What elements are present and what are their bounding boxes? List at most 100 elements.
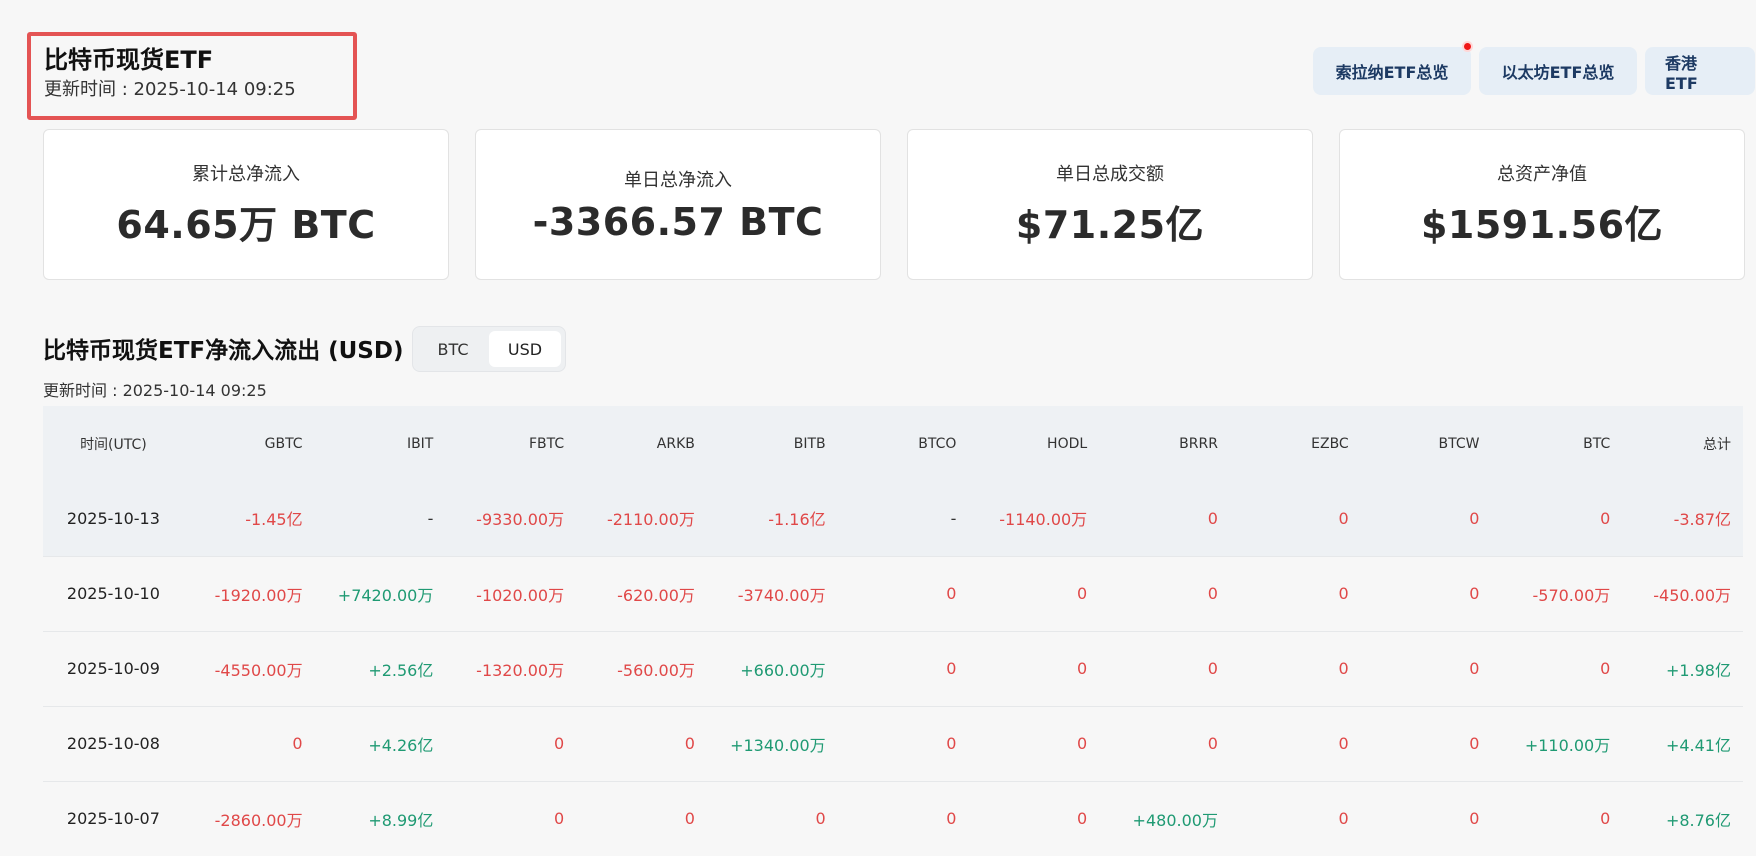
table-row: 2025-10-13 -1.45亿 - -9330.00万 -2110.00万 -1.16… bbox=[43, 481, 1743, 557]
flow-cell: 0 bbox=[1360, 556, 1492, 632]
date-cell: 2025-10-10 bbox=[43, 556, 184, 632]
hongkong-etf-button[interactable]: 香港 ETF bbox=[1645, 47, 1755, 95]
flow-cell: -1920.00万 bbox=[183, 556, 315, 632]
flow-cell: 0 bbox=[1360, 706, 1492, 782]
stat-value: $71.25亿 bbox=[1015, 203, 1205, 247]
stat-value: 64.65万 BTC bbox=[116, 203, 376, 247]
solana-etf-overview-button[interactable]: 索拉纳ETF总览 bbox=[1313, 41, 1473, 95]
flow-cell: 0 bbox=[1229, 556, 1361, 632]
table-row: 2025-10-09 -4550.00万 +2.56亿 -1320.00万 -560.0… bbox=[43, 631, 1743, 707]
stat-card-daily-inflow: 单日总净流入 -3366.57 BTC bbox=[475, 129, 881, 280]
nav-button-label: 索拉纳ETF总览 bbox=[1335, 63, 1449, 82]
date-cell: 2025-10-13 bbox=[43, 481, 184, 557]
date-cell: 2025-10-08 bbox=[43, 706, 184, 782]
highlight-box bbox=[27, 32, 357, 120]
notification-dot-icon bbox=[1462, 41, 1473, 52]
flow-cell: -1.16亿 bbox=[706, 481, 838, 557]
flow-cell: -570.00万 bbox=[1491, 556, 1623, 632]
flow-cell: -1140.00万 bbox=[968, 481, 1100, 557]
flow-cell: +4.41亿 bbox=[1622, 706, 1743, 782]
flow-cell: 0 bbox=[576, 706, 707, 782]
flow-cell: +4.26亿 bbox=[314, 706, 446, 782]
stat-label: 单日总成交额 bbox=[1056, 164, 1164, 185]
toggle-usd[interactable]: USD bbox=[489, 331, 561, 367]
flow-cell: -620.00万 bbox=[576, 556, 707, 632]
flow-cell: 0 bbox=[1491, 781, 1623, 856]
flow-cell: -1320.00万 bbox=[445, 631, 577, 707]
flow-cell: -9330.00万 bbox=[445, 481, 577, 557]
flow-cell: 0 bbox=[968, 706, 1100, 782]
stat-value: -3366.57 BTC bbox=[532, 199, 824, 244]
flow-cell: 0 bbox=[1099, 631, 1230, 707]
flow-cell: 0 bbox=[968, 631, 1100, 707]
flow-cell: 0 bbox=[1360, 781, 1492, 856]
flow-cell: 0 bbox=[1360, 481, 1492, 557]
flow-cell: -4550.00万 bbox=[183, 631, 315, 707]
page-title: 比特币现货ETF bbox=[44, 46, 214, 74]
flow-cell: 0 bbox=[1229, 631, 1361, 707]
flow-cell: -3.87亿 bbox=[1622, 481, 1743, 557]
date-cell: 2025-10-07 bbox=[43, 781, 184, 856]
flow-cell: 0 bbox=[706, 781, 838, 856]
flow-cell: 0 bbox=[1229, 481, 1361, 557]
flow-cell: 0 bbox=[183, 706, 315, 782]
toggle-btc[interactable]: BTC bbox=[437, 339, 469, 359]
flow-cell: 0 bbox=[445, 781, 577, 856]
nav-button-label: 以太坊ETF总览 bbox=[1501, 63, 1615, 82]
flow-cell: +1.98亿 bbox=[1622, 631, 1743, 707]
stat-label: 总资产净值 bbox=[1497, 164, 1587, 185]
flow-cell: -450.00万 bbox=[1622, 556, 1743, 632]
date-cell: 2025-10-09 bbox=[43, 631, 184, 707]
table-header-row: 时间(UTC) GBTC IBIT FBTC ARKB BITB BTCO HODL BRRR E… bbox=[43, 406, 1743, 481]
stat-card-net-assets: 总资产净值 $1591.56亿 bbox=[1339, 129, 1745, 280]
table-row: 2025-10-10 -1920.00万 +7420.00万 -1020.00万 -62… bbox=[43, 556, 1743, 632]
flow-cell: -3740.00万 bbox=[706, 556, 838, 632]
flow-cell: +110.00万 bbox=[1491, 706, 1623, 782]
column-header: ARKB bbox=[576, 406, 707, 481]
flow-cell: 0 bbox=[1229, 781, 1361, 856]
flow-cell: 0 bbox=[837, 706, 969, 782]
flow-cell: 0 bbox=[1491, 481, 1623, 557]
column-header: FBTC bbox=[445, 406, 577, 481]
flow-cell: +7420.00万 bbox=[314, 556, 446, 632]
stat-label: 累计总净流入 bbox=[192, 164, 300, 185]
flow-cell: 0 bbox=[968, 781, 1100, 856]
flow-cell: 0 bbox=[1360, 631, 1492, 707]
table-row: 2025-10-08 0 +4.26亿 0 0 +1340.00万 0 0 0 0 0 +110.00… bbox=[43, 706, 1743, 782]
flow-cell: +480.00万 bbox=[1099, 781, 1230, 856]
flow-cell: +8.76亿 bbox=[1622, 781, 1743, 856]
column-header: GBTC bbox=[183, 406, 315, 481]
column-header: BTC bbox=[1491, 406, 1623, 481]
nav-button-label: 香港 ETF bbox=[1665, 53, 1698, 93]
flow-cell: 0 bbox=[837, 556, 969, 632]
column-header: 时间(UTC) bbox=[43, 406, 184, 481]
stat-cards: 累计总净流入 64.65万 BTC 单日总净流入 -3366.57 BTC 单日… bbox=[43, 129, 1745, 280]
unit-toggle: BTC USD bbox=[412, 326, 566, 372]
flow-cell: 0 bbox=[1099, 481, 1230, 557]
flow-cell: -560.00万 bbox=[576, 631, 707, 707]
flow-cell: 0 bbox=[837, 781, 969, 856]
section-title: 比特币现货ETF净流入流出 (USD) bbox=[43, 338, 404, 364]
column-header: IBIT bbox=[314, 406, 446, 481]
stat-value: $1591.56亿 bbox=[1420, 203, 1664, 247]
flow-cell: 0 bbox=[837, 631, 969, 707]
column-header: BTCW bbox=[1360, 406, 1492, 481]
flow-cell: -2860.00万 bbox=[183, 781, 315, 856]
column-header: BITB bbox=[706, 406, 838, 481]
flow-cell: +8.99亿 bbox=[314, 781, 446, 856]
flow-cell: 0 bbox=[1099, 706, 1230, 782]
flow-cell: - bbox=[837, 481, 969, 557]
flow-cell: 0 bbox=[1229, 706, 1361, 782]
update-time: 更新时间 : 2025-10-14 09:25 bbox=[44, 79, 296, 100]
nav-buttons: 索拉纳ETF总览 以太坊ETF总览 香港 ETF bbox=[1313, 41, 1756, 95]
column-header: BRRR bbox=[1099, 406, 1230, 481]
flow-cell: +660.00万 bbox=[706, 631, 838, 707]
ethereum-etf-overview-button[interactable]: 以太坊ETF总览 bbox=[1479, 47, 1637, 95]
column-header: EZBC bbox=[1229, 406, 1361, 481]
flow-cell: 0 bbox=[445, 706, 577, 782]
flow-cell: 0 bbox=[968, 556, 1100, 632]
table-row: 2025-10-07 -2860.00万 +8.99亿 0 0 0 0 0 +480.00万 0 0… bbox=[43, 781, 1743, 856]
etf-flow-table: 时间(UTC) GBTC IBIT FBTC ARKB BITB BTCO HODL BRRR E… bbox=[43, 406, 1743, 856]
flow-cell: 0 bbox=[1099, 556, 1230, 632]
